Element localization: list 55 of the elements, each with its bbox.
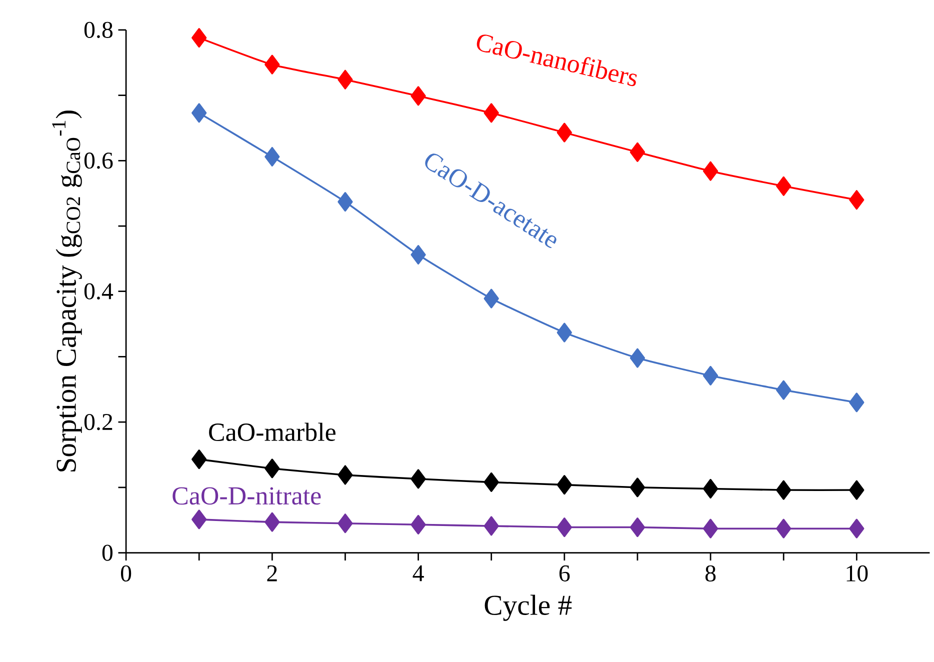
point <box>484 288 499 308</box>
point <box>776 480 792 500</box>
point <box>776 176 792 196</box>
point <box>849 190 864 210</box>
point <box>192 510 207 530</box>
point <box>338 465 353 485</box>
point <box>410 469 426 489</box>
y-tick-label: 0 <box>102 544 113 561</box>
point <box>410 86 426 106</box>
point <box>849 480 864 500</box>
point <box>702 161 718 182</box>
point <box>630 142 646 162</box>
point <box>702 518 718 539</box>
point <box>338 514 353 534</box>
point <box>556 475 572 495</box>
point <box>192 450 207 470</box>
point <box>849 518 864 539</box>
x-tick-label: 8 <box>705 566 716 582</box>
point <box>702 366 718 386</box>
x-tick-label: 2 <box>267 566 277 582</box>
y-tick-label: 0.8 <box>84 22 113 38</box>
point <box>484 472 499 492</box>
point <box>484 516 499 536</box>
point <box>338 70 353 90</box>
y-tick-label: 0.6 <box>84 152 113 169</box>
y-tick-label: 0.4 <box>84 283 114 300</box>
y-axis-title: Sorption Capacity (g$_{CO2}$ g$_{CaO}$$^{-1}$) <box>52 110 82 472</box>
series-label: CaO-marble <box>209 422 336 442</box>
point <box>556 322 572 342</box>
point <box>630 348 646 368</box>
point <box>410 515 426 535</box>
point <box>484 103 499 123</box>
point <box>264 54 280 75</box>
point <box>264 458 280 478</box>
x-axis-title: Cycle # <box>484 594 572 622</box>
x-tick-label: 10 <box>846 566 868 582</box>
point <box>630 478 646 498</box>
point <box>264 512 280 532</box>
point <box>776 518 792 539</box>
point <box>410 245 426 265</box>
point <box>702 479 718 499</box>
x-tick-label: 6 <box>559 566 570 582</box>
x-tick-label: 0 <box>120 566 132 582</box>
x-tick-label: 4 <box>412 566 424 582</box>
point <box>556 518 572 538</box>
point <box>192 103 207 123</box>
point <box>264 147 280 167</box>
point <box>630 518 646 538</box>
point <box>192 28 207 48</box>
point <box>849 392 864 412</box>
point <box>338 192 353 212</box>
y-tick-label: 0.2 <box>84 414 112 430</box>
point <box>776 380 792 400</box>
point <box>556 122 572 142</box>
series-label: CaO-D-nitrate <box>172 487 321 505</box>
